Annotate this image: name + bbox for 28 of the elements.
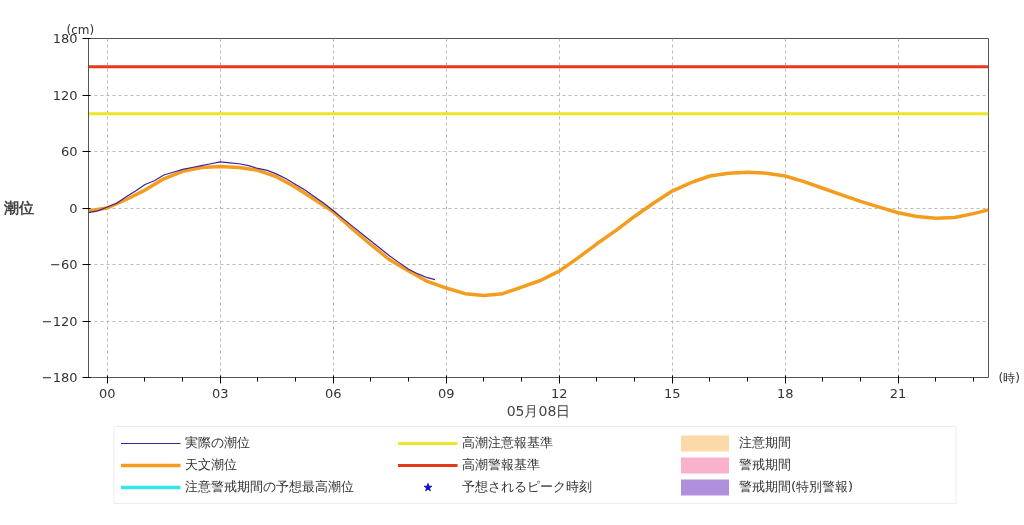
x-tick-label: 06 (325, 385, 342, 401)
legend-label: 実際の潮位 (185, 434, 251, 452)
x-tick-label: 21 (889, 385, 907, 401)
x-tick-label: 12 (550, 385, 568, 401)
legend-label: 注意期間 (739, 434, 792, 452)
y-tick-label: −60 (50, 257, 78, 272)
legend-label: 注意警戒期間の予想最高潮位 (185, 478, 355, 496)
legend-label: 警戒期間(特別警報) (739, 478, 855, 496)
legend-label: 高潮警報基準 (462, 456, 541, 474)
legend-label: 警戒期間 (739, 456, 792, 474)
legend-label: 高潮注意報基準 (462, 434, 554, 452)
line-series (88, 164, 989, 298)
x-tick-label: 03 (212, 385, 229, 401)
legend-label: 予想されるピーク時刻 (462, 478, 593, 496)
x-tick-label: 18 (776, 385, 794, 401)
x-tick-label: 09 (437, 385, 455, 401)
legend-label: 天文潮位 (185, 456, 238, 474)
x-tick-label: 15 (663, 385, 681, 401)
y-tick-label: 0 (69, 200, 78, 216)
line-series (88, 161, 436, 281)
x-tick-label: 00 (99, 385, 116, 401)
x-axis-title: 05月08日 (506, 402, 571, 419)
y-tick-label: −120 (41, 313, 78, 329)
y-tick-label: 60 (60, 144, 78, 159)
y-axis-title: 潮位 (2, 199, 34, 217)
y-tick-label: 120 (52, 87, 78, 103)
text: (時) (998, 370, 1020, 385)
y-tick-label: −180 (41, 370, 78, 385)
